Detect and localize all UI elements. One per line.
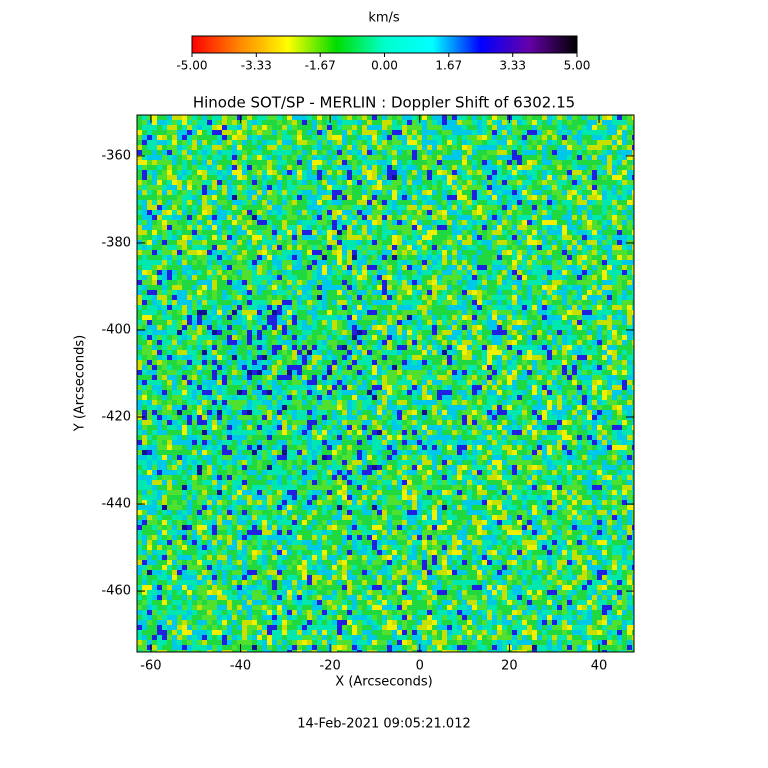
footer-date: 14-Feb-2021 09:05:21.012: [297, 717, 471, 732]
colorbar-tick-label: 5.00: [564, 59, 591, 73]
map-texture: [137, 115, 634, 652]
x-tick-label: 20: [501, 659, 518, 674]
x-tick-label: -60: [140, 659, 161, 674]
x-tick-label: -40: [230, 659, 251, 674]
chart-title: Hinode SOT/SP - MERLIN : Doppler Shift o…: [193, 94, 575, 112]
map-texture: [137, 115, 634, 652]
y-axis-label: Y (Arcseconds): [73, 335, 88, 432]
map-texture: [137, 115, 634, 652]
y-tick-label: -460: [101, 584, 131, 599]
colorbar-tick-label: 0.00: [371, 59, 398, 73]
x-axis-label: X (Arcseconds): [335, 675, 432, 690]
y-tick-label: -420: [101, 410, 131, 425]
colorbar-tick-label: -5.00: [176, 59, 207, 73]
map-texture: [137, 115, 634, 652]
colorbar-tick-label: 3.33: [499, 59, 526, 73]
colorbar-label: km/s: [368, 11, 400, 26]
x-tick-label: 0: [416, 659, 424, 674]
colorbar-tick-label: -3.33: [241, 59, 272, 73]
colorbar: [191, 35, 578, 54]
y-tick-label: -380: [101, 235, 131, 250]
y-tick-label: -360: [101, 148, 131, 163]
colorbar-tick-label: 1.67: [435, 59, 462, 73]
x-tick-label: -20: [320, 659, 341, 674]
map-texture: [142, 175, 537, 650]
doppler-map: [137, 115, 634, 652]
y-tick-label: -440: [101, 497, 131, 512]
colorbar-tick-label: -1.67: [305, 59, 336, 73]
plot-frame: [136, 114, 635, 653]
y-tick-label: -400: [101, 322, 131, 337]
x-tick-label: 40: [591, 659, 608, 674]
